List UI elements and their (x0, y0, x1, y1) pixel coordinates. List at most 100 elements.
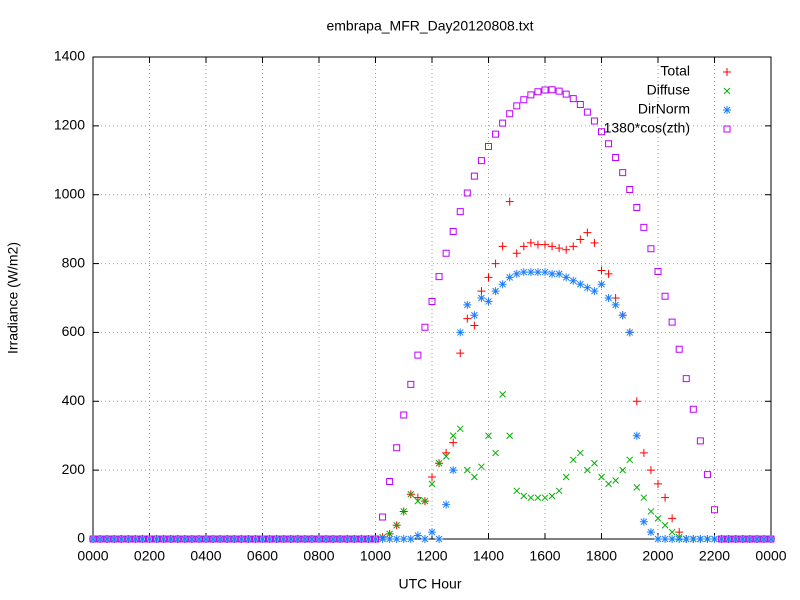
data-point (470, 172, 478, 180)
data-point (329, 535, 338, 543)
data-point (181, 535, 189, 543)
data-point (640, 223, 648, 231)
x-tick-label: 2200 (699, 548, 730, 564)
data-point (428, 480, 436, 488)
data-point (562, 90, 570, 98)
data-point (449, 438, 458, 447)
data-point (322, 535, 331, 543)
data-point (548, 269, 557, 278)
data-point (745, 535, 754, 543)
data-point (526, 238, 535, 247)
data-point (307, 535, 316, 543)
legend-marker (723, 87, 731, 95)
data-point (272, 535, 281, 543)
data-point (526, 268, 535, 277)
data-point (103, 535, 111, 543)
data-point (498, 242, 507, 251)
data-point (160, 535, 168, 543)
data-point (336, 535, 345, 543)
data-point (717, 535, 726, 543)
x-tick-label: 0000 (77, 548, 108, 564)
x-tick-label: 0400 (190, 548, 221, 564)
data-point (605, 480, 612, 488)
data-point (611, 300, 620, 309)
data-point (541, 240, 549, 249)
data-point (584, 466, 591, 474)
data-point (555, 244, 564, 253)
data-point (492, 449, 499, 457)
data-point (647, 508, 655, 515)
data-point (484, 273, 493, 282)
data-point (286, 535, 295, 543)
data-point (110, 535, 118, 543)
data-point (216, 535, 224, 543)
data-point (583, 283, 592, 292)
data-point (520, 492, 528, 500)
x-tick-label: 1600 (529, 548, 560, 564)
data-point (639, 448, 648, 457)
data-point (739, 535, 747, 543)
data-point (414, 497, 422, 505)
data-point (187, 535, 196, 543)
data-point (379, 513, 387, 521)
data-point (463, 466, 471, 474)
data-point (279, 535, 288, 543)
data-point (710, 535, 719, 543)
x-tick-label: 2000 (642, 548, 673, 564)
data-point (654, 267, 662, 275)
data-point (548, 242, 557, 251)
data-point (682, 535, 691, 543)
data-point (110, 535, 119, 543)
data-point (485, 432, 492, 440)
data-point (732, 535, 740, 543)
data-point (633, 484, 641, 491)
data-point (378, 535, 387, 543)
data-point (117, 535, 126, 543)
data-point (724, 535, 733, 543)
data-point (562, 473, 570, 481)
data-point (251, 535, 259, 543)
data-point (533, 240, 542, 249)
data-point (223, 535, 232, 543)
data-point (513, 487, 521, 495)
data-point (470, 321, 479, 330)
data-point (640, 494, 648, 502)
data-point (646, 528, 655, 537)
data-point (392, 535, 401, 543)
data-point (428, 473, 436, 482)
data-point (343, 535, 351, 543)
data-point (393, 444, 401, 452)
data-point (576, 101, 584, 109)
data-point (195, 535, 203, 543)
data-point (506, 432, 514, 440)
data-point (555, 87, 563, 95)
data-point (117, 535, 125, 543)
data-point (364, 535, 372, 543)
data-point (760, 535, 768, 543)
data-point (583, 228, 592, 237)
data-point (590, 287, 599, 296)
data-point (421, 323, 429, 331)
data-point (647, 245, 655, 253)
data-point (287, 535, 295, 543)
y-tick-label: 800 (62, 254, 86, 270)
data-point (591, 459, 598, 467)
data-point (131, 535, 140, 543)
data-point (259, 535, 266, 543)
data-point (767, 535, 775, 543)
y-tick-label: 1000 (54, 185, 85, 201)
data-point (294, 535, 302, 543)
data-point (519, 268, 528, 277)
data-point (449, 228, 457, 236)
data-point (527, 91, 535, 99)
data-point (216, 535, 225, 543)
x-tick-label: 0200 (134, 548, 165, 564)
data-point (534, 494, 542, 502)
data-point (413, 531, 422, 540)
data-point (420, 535, 429, 543)
data-point (597, 266, 606, 275)
legend-marker (723, 68, 731, 76)
data-point (152, 535, 161, 543)
data-point (767, 535, 775, 543)
data-point (746, 535, 754, 543)
